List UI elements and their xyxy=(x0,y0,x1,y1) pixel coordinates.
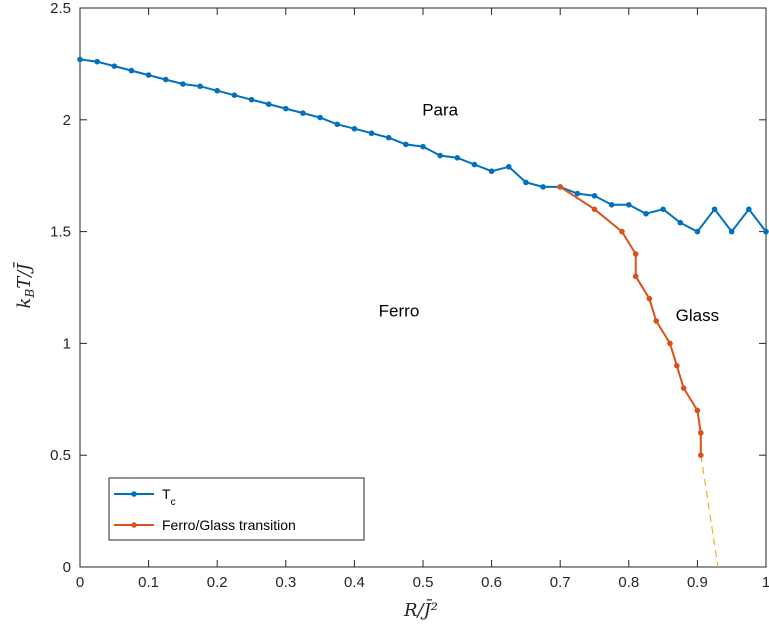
legend: Tc Ferro/Glass transition xyxy=(108,477,365,541)
y-tick-label: 0 xyxy=(63,559,71,576)
legend-label-ferro-glass: Ferro/Glass transition xyxy=(162,517,296,533)
data-point-tc xyxy=(694,228,701,235)
legend-marker-tc xyxy=(131,491,137,497)
data-point-tc xyxy=(231,92,238,99)
data-point-tc xyxy=(763,228,769,235)
annotations-group: Para Ferro Glass xyxy=(379,100,719,325)
legend-box xyxy=(108,477,365,541)
svg-text:kBT/J̄: kBT/J̄ xyxy=(12,262,37,309)
axes-group: 0 0.1 0.2 0.3 0.4 0.5 0.6 0.7 0.8 0.9 1 0 0.5 1 1.5 2 2.… xyxy=(50,0,769,591)
y-tick-label: 1.5 xyxy=(50,224,71,241)
data-point-tc xyxy=(334,121,341,128)
data-point-tc xyxy=(180,81,186,87)
data-point-tc xyxy=(317,114,323,121)
data-point-ferro-glass xyxy=(653,318,660,324)
data-point-ferro-glass xyxy=(619,228,625,235)
data-point-tc xyxy=(471,161,478,168)
y-tick-label: 0.5 xyxy=(50,447,71,464)
data-point-tc xyxy=(248,96,255,103)
x-tick-label: 0 xyxy=(76,574,84,591)
extrapolation-dashed-line xyxy=(700,455,719,568)
x-tick-label: 0.3 xyxy=(275,574,296,591)
x-tick-label: 0.6 xyxy=(481,574,502,591)
data-point-tc xyxy=(214,87,220,94)
data-point-tc xyxy=(437,152,443,159)
data-point-tc xyxy=(420,143,426,150)
data-point-ferro-glass xyxy=(632,251,639,257)
data-point-tc xyxy=(283,105,289,112)
data-point-tc xyxy=(540,184,546,190)
data-point-tc xyxy=(523,179,529,186)
x-tick-label: 0.4 xyxy=(344,574,365,591)
x-tick-label: 0.9 xyxy=(687,574,708,591)
data-point-ferro-glass xyxy=(667,340,673,347)
x-tick-label: 0.7 xyxy=(550,574,571,591)
y-tick-label: 2.5 xyxy=(50,0,71,17)
data-point-tc xyxy=(385,134,392,141)
data-point-tc xyxy=(111,63,118,69)
data-point-ferro-glass xyxy=(557,184,563,190)
data-point-ferro-glass xyxy=(591,206,598,213)
data-point-ferro-glass xyxy=(680,385,687,391)
data-point-tc xyxy=(728,228,735,235)
data-point-tc xyxy=(711,206,718,213)
data-point-ferro-glass xyxy=(632,273,639,280)
data-point-tc xyxy=(677,219,684,226)
x-axis-label: R/J̄² xyxy=(403,598,438,621)
x-tick-label: 0.5 xyxy=(413,574,434,591)
data-point-ferro-glass xyxy=(646,295,653,302)
data-point-tc xyxy=(94,58,100,65)
data-point-tc xyxy=(454,155,461,161)
x-tick-label: 0.8 xyxy=(618,574,639,591)
data-point-tc xyxy=(368,130,375,137)
region-label-para: Para xyxy=(422,100,458,119)
data-point-tc xyxy=(746,206,752,213)
x-tick-label: 1 xyxy=(762,574,769,591)
data-point-tc xyxy=(403,141,409,148)
data-point-tc xyxy=(660,206,666,213)
data-point-tc xyxy=(608,201,615,208)
legend-label-tc: Tc xyxy=(162,486,176,508)
data-point-tc xyxy=(77,56,83,63)
y-axis-label: kBT/J̄ xyxy=(12,262,37,309)
data-point-tc xyxy=(591,193,598,199)
data-point-tc xyxy=(145,72,152,78)
legend-marker-ferro-glass xyxy=(131,522,137,528)
series-group xyxy=(77,56,769,568)
data-point-ferro-glass xyxy=(698,430,704,436)
data-point-tc xyxy=(488,168,495,175)
data-point-tc xyxy=(626,201,632,208)
data-point-tc xyxy=(128,67,135,74)
y-tick-label: 1 xyxy=(63,335,71,352)
data-point-ferro-glass xyxy=(694,407,701,414)
data-point-tc xyxy=(505,163,512,170)
data-point-tc xyxy=(574,190,581,197)
region-label-glass: Glass xyxy=(676,306,719,325)
data-point-tc xyxy=(197,83,203,90)
data-point-tc xyxy=(162,76,169,83)
data-point-ferro-glass xyxy=(674,362,680,369)
data-point-ferro-glass xyxy=(698,452,704,459)
data-point-tc xyxy=(265,101,272,107)
data-point-tc xyxy=(351,125,358,132)
x-tick-label: 0.1 xyxy=(138,574,159,591)
region-label-ferro: Ferro xyxy=(379,302,420,321)
y-tick-label: 2 xyxy=(63,112,71,129)
x-tick-label: 0.2 xyxy=(207,574,228,591)
data-point-tc xyxy=(300,110,306,116)
data-point-tc xyxy=(643,210,649,217)
